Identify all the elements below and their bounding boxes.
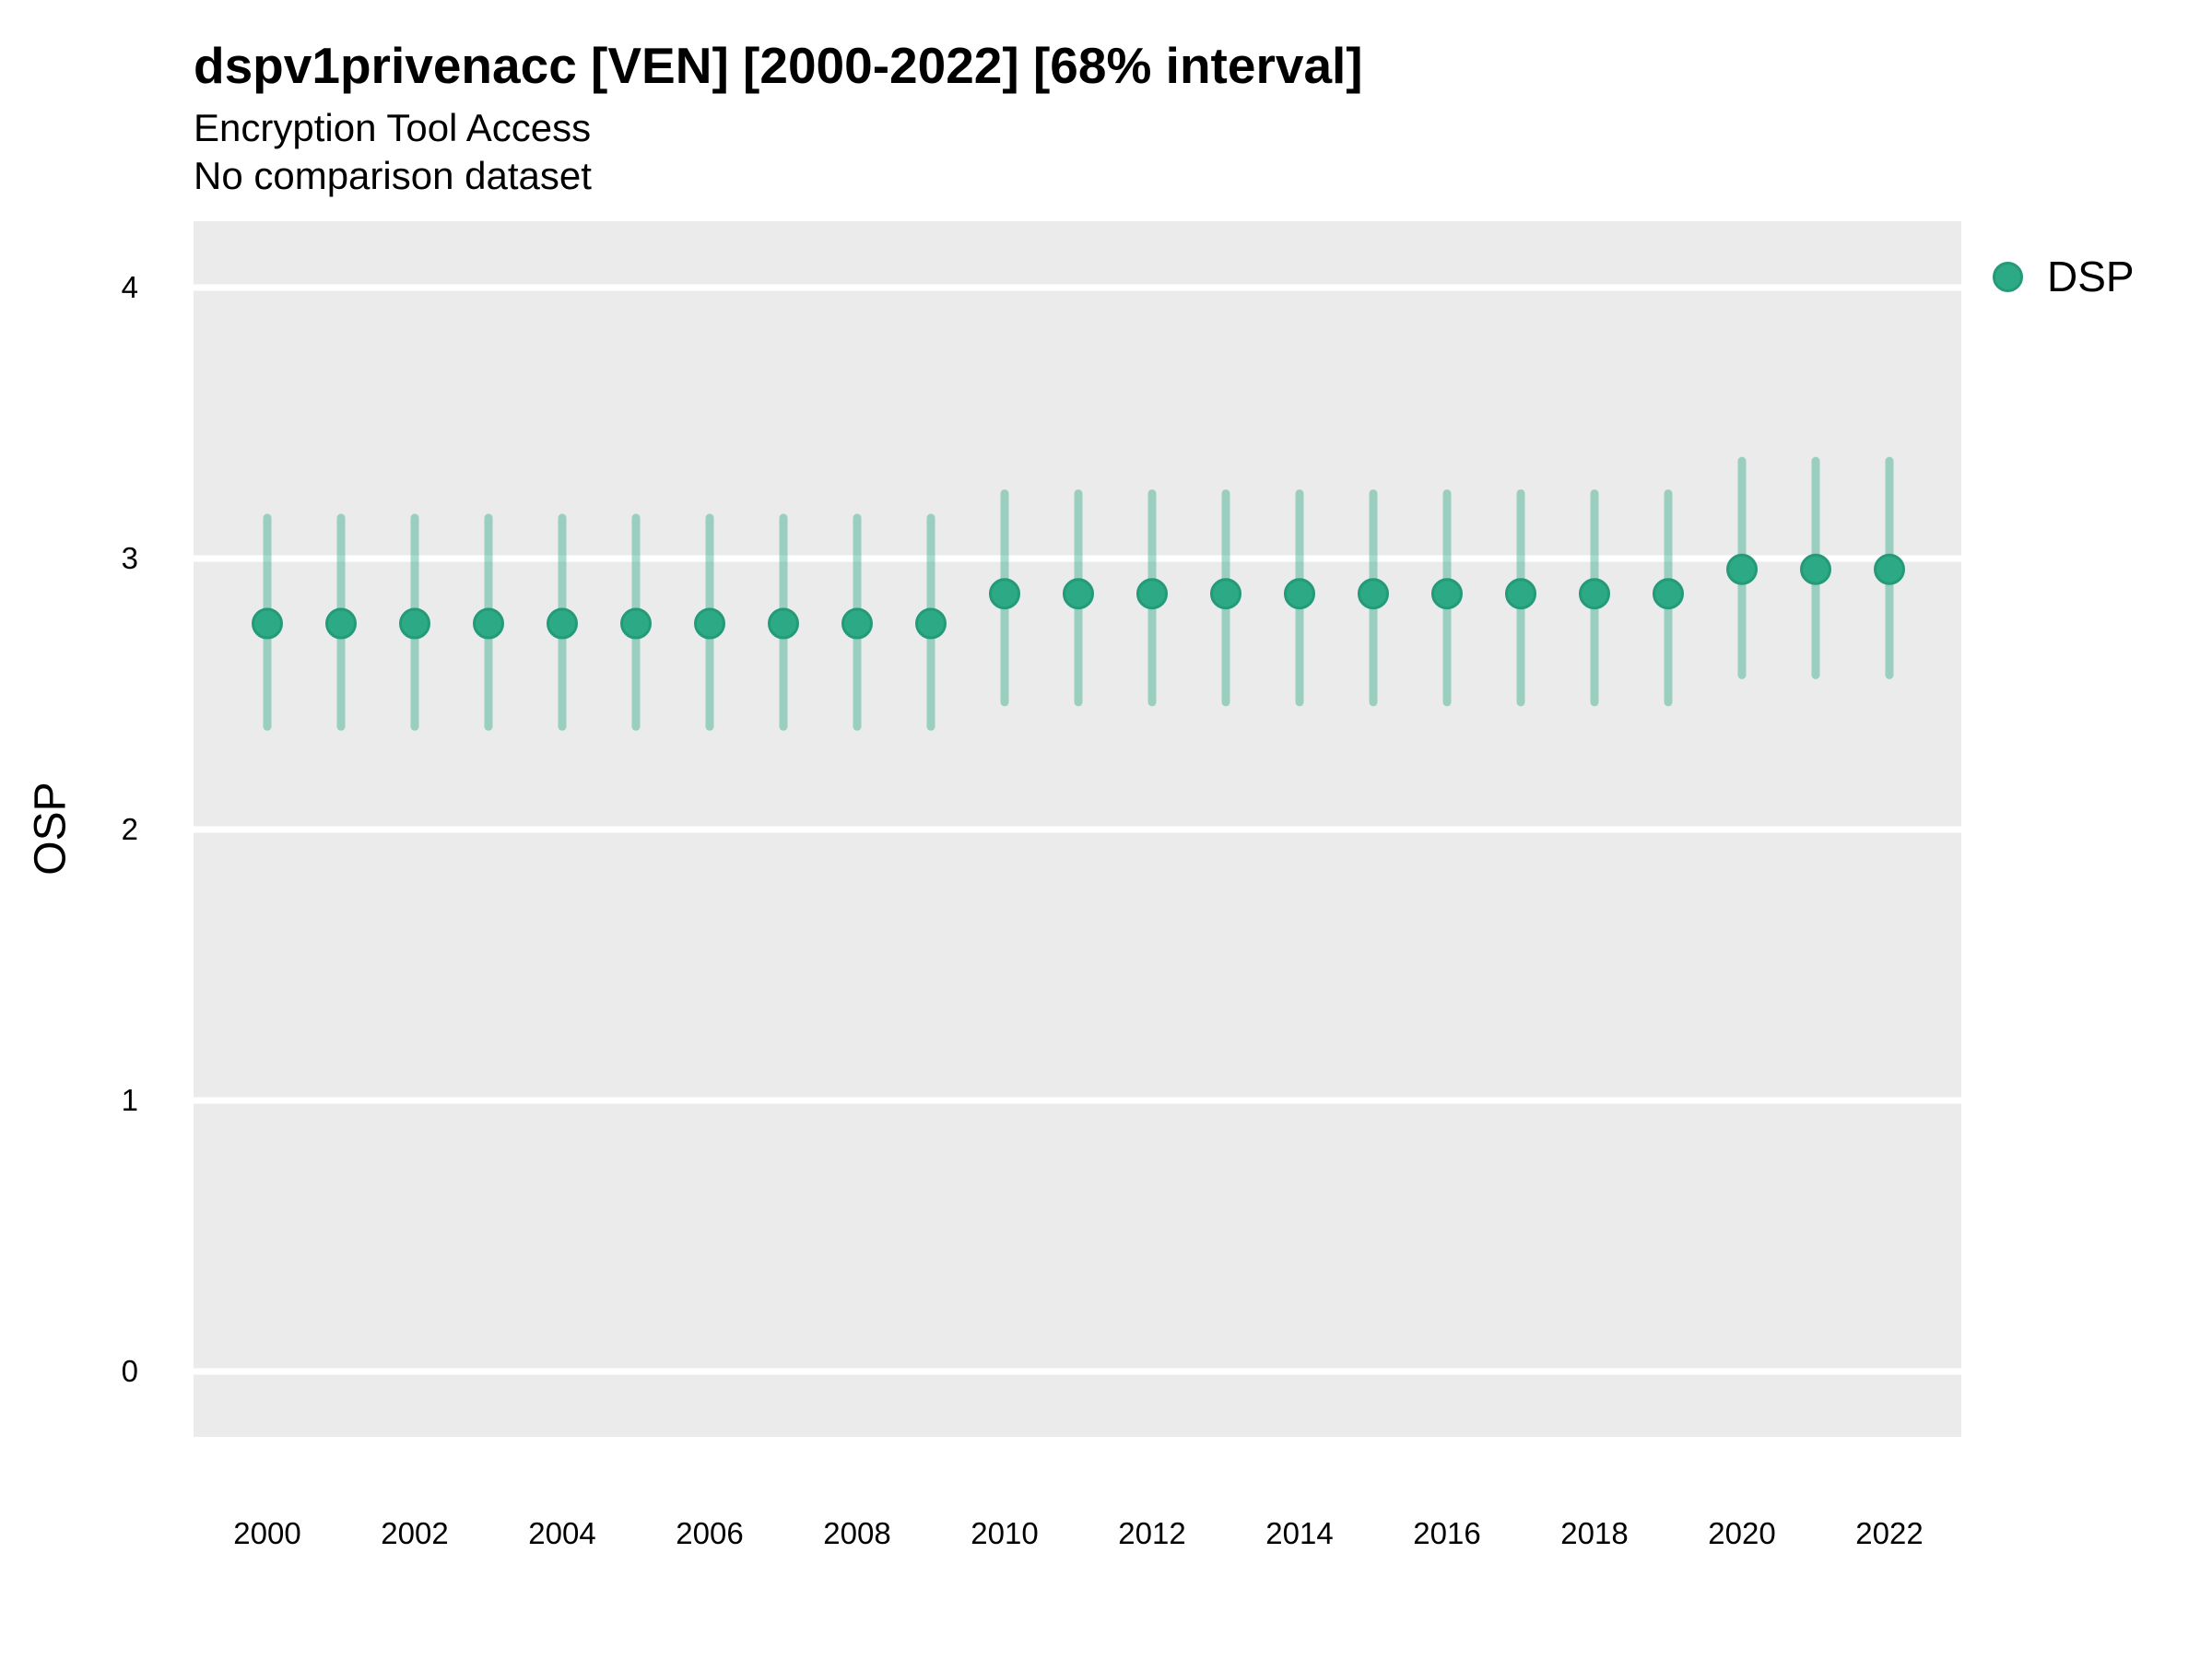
data-point-2011 (1063, 578, 1094, 610)
data-point-2006 (694, 607, 725, 640)
data-point-2001 (325, 607, 357, 640)
plot-canvas (194, 284, 1961, 1375)
data-point-2009 (915, 607, 947, 640)
y-axis-tick-labels: 4 3 2 1 0 (0, 0, 138, 1659)
x-tick-label-2006: 2006 (676, 1516, 744, 1550)
plot-panel (194, 221, 1961, 1437)
chart-subtitle: Encryption Tool Access (194, 106, 592, 149)
data-point-2014 (1284, 578, 1315, 610)
data-point-2000 (252, 607, 283, 640)
comparison-note: No comparison dataset (194, 154, 592, 197)
legend-marker-icon (1993, 261, 2023, 292)
data-point-2015 (1358, 578, 1389, 610)
y-tick-label-3: 3 (121, 541, 138, 575)
data-point-2018 (1579, 578, 1610, 610)
x-tick-label-2016: 2016 (1413, 1516, 1481, 1550)
y-tick-label-1: 1 (121, 1083, 138, 1117)
x-tick-label-2000: 2000 (233, 1516, 301, 1550)
data-point-2013 (1210, 578, 1241, 610)
data-point-2019 (1653, 578, 1684, 610)
x-tick-label-2018: 2018 (1560, 1516, 1629, 1550)
data-point-2002 (399, 607, 430, 640)
data-point-2005 (620, 607, 652, 640)
x-tick-label-2004: 2004 (528, 1516, 596, 1550)
data-point-2010 (989, 578, 1020, 610)
x-tick-label-2010: 2010 (971, 1516, 1039, 1550)
data-point-2007 (768, 607, 799, 640)
data-point-2012 (1136, 578, 1168, 610)
data-point-2022 (1874, 553, 1905, 585)
x-axis-tick-labels: 2000 2002 2004 2006 2008 2010 2012 2014 2016 2018… (194, 1512, 1961, 1556)
x-tick-label-2014: 2014 (1265, 1516, 1334, 1550)
x-tick-label-2022: 2022 (1855, 1516, 1924, 1550)
x-tick-label-2012: 2012 (1118, 1516, 1186, 1550)
data-point-2004 (547, 607, 578, 640)
data-point-2020 (1726, 553, 1758, 585)
data-point-2003 (473, 607, 504, 640)
y-tick-label-0: 0 (121, 1354, 138, 1388)
data-point-2021 (1800, 553, 1831, 585)
legend-label: DSP (2047, 253, 2135, 300)
y-tick-label-4: 4 (121, 270, 138, 304)
x-tick-label-2020: 2020 (1708, 1516, 1776, 1550)
y-tick-label-2: 2 (121, 812, 138, 846)
data-point-2017 (1505, 578, 1536, 610)
legend: DSP (1993, 254, 2135, 299)
data-point-2016 (1431, 578, 1463, 610)
x-tick-label-2002: 2002 (381, 1516, 449, 1550)
chart-title: dspv1privenacc [VEN] [2000-2022] [68% in… (194, 37, 1363, 94)
data-point-2008 (841, 607, 873, 640)
x-tick-label-2008: 2008 (823, 1516, 891, 1550)
